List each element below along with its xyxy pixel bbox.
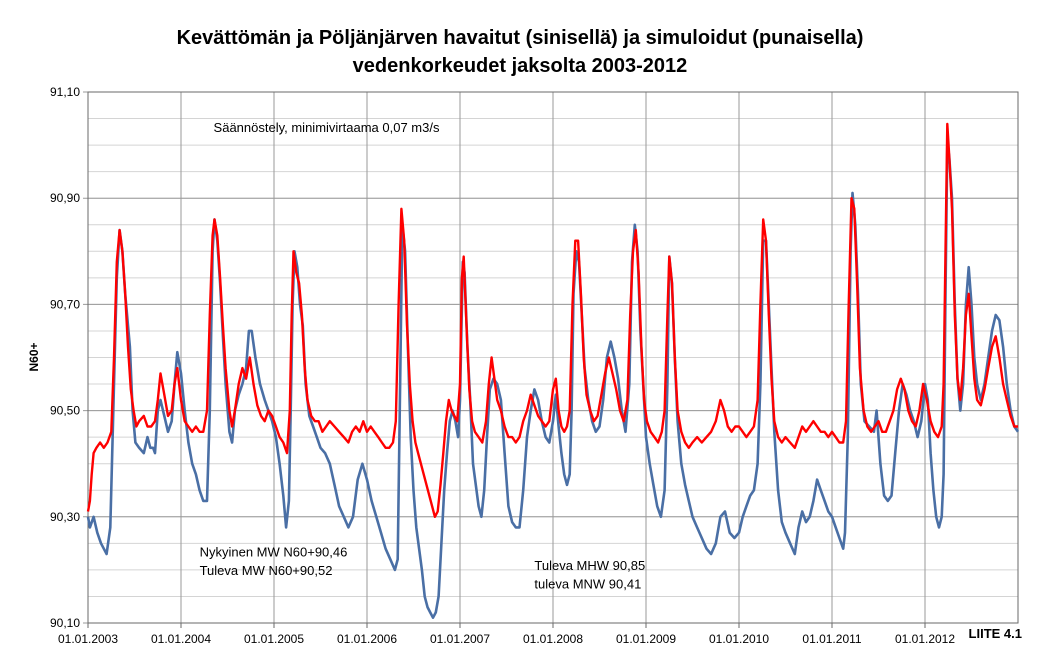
axis-ticks: 90,10 90,30 90,50 90,70 90,90 91,10 01.01.2003…	[50, 85, 955, 646]
x-tick-label: 01.01.2008	[523, 632, 583, 646]
annotation-text: Nykyinen MW N60+90,46	[200, 545, 348, 560]
x-tick-label: 01.01.2007	[430, 632, 490, 646]
chart-title-line1: Kevättömän ja Pöljänjärven havaitut (sin…	[177, 27, 864, 49]
y-tick-label: 90,90	[50, 191, 80, 205]
appendix-label: LIITE 4.1	[969, 626, 1022, 641]
series-line-simulated	[86, 122, 1018, 518]
x-tick-label: 01.01.2010	[709, 632, 769, 646]
annotation-text: Tuleva MW N60+90,52	[200, 563, 333, 578]
y-tick-label: 90,10	[50, 616, 80, 630]
x-tick-label: 01.01.2004	[151, 632, 211, 646]
annotations: Säännöstely, minimivirtaama 0,07 m3/s Nyk…	[200, 120, 646, 592]
y-tick-label: 91,10	[50, 85, 80, 99]
x-tick-label: 01.01.2011	[802, 632, 861, 646]
y-axis-label: N60+	[27, 342, 41, 371]
y-tick-label: 90,50	[50, 404, 80, 418]
x-tick-label: 01.01.2005	[244, 632, 304, 646]
annotation-text: Säännöstely, minimivirtaama 0,07 m3/s	[214, 120, 440, 135]
annotation-text: Tuleva MHW 90,85	[534, 558, 645, 573]
y-tick-label: 90,30	[50, 510, 80, 524]
x-tick-label: 01.01.2003	[58, 632, 118, 646]
series-lines	[86, 122, 1020, 619]
y-tick-label: 90,70	[50, 297, 80, 311]
x-tick-label: 01.01.2009	[616, 632, 676, 646]
annotation-text: tuleva MNW 90,41	[534, 576, 641, 591]
x-tick-label: 01.01.2006	[337, 632, 397, 646]
grid	[83, 91, 1019, 624]
x-tick-label: 01.01.2012	[895, 632, 955, 646]
chart-title-line2: vedenkorkeudet jaksolta 2003-2012	[353, 55, 688, 77]
